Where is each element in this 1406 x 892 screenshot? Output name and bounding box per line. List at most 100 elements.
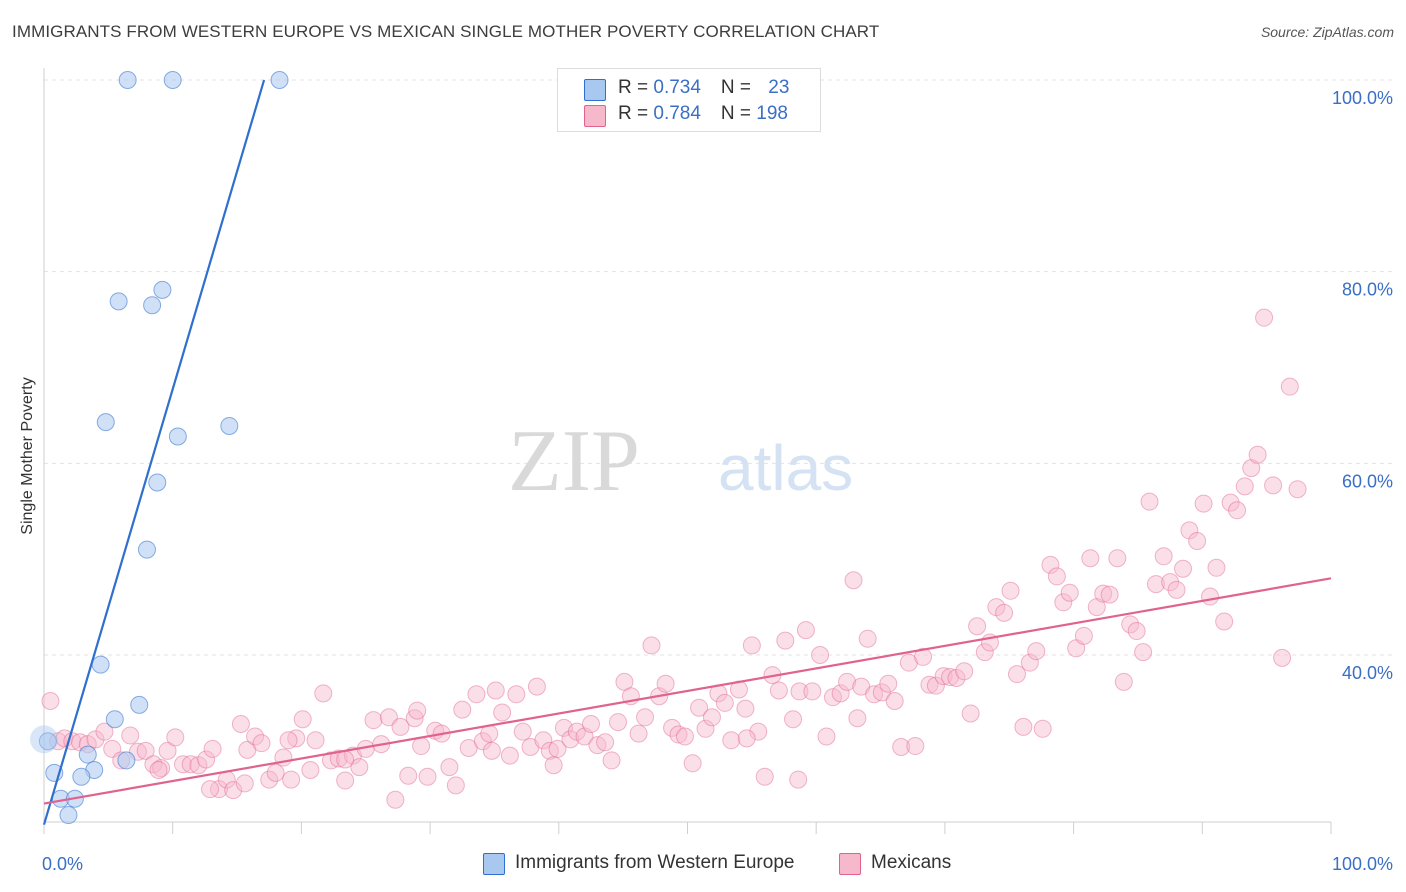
mexicans-point xyxy=(521,738,540,756)
mexicans-point xyxy=(1100,585,1119,604)
mexicans-point xyxy=(1255,308,1274,327)
mexicans-point xyxy=(1215,612,1234,631)
mexicans-point xyxy=(1127,622,1146,641)
y-tick-label: 40.0% xyxy=(1342,663,1393,683)
mexicans-point xyxy=(287,729,306,748)
mexicans-point xyxy=(796,621,815,640)
mexicans-point xyxy=(596,733,615,752)
mexicans-point xyxy=(405,709,424,728)
mexicans-point xyxy=(1228,501,1247,520)
mexicans-point xyxy=(386,790,405,809)
mexicans-point xyxy=(1264,476,1283,495)
mexicans-point xyxy=(755,767,774,786)
stats-legend: R = 0.734 N = 23 R = 0.784 N = 198 xyxy=(557,68,821,132)
mexicans-point xyxy=(934,667,953,686)
y-tick-label: 60.0% xyxy=(1342,471,1393,491)
mexicans-point xyxy=(865,685,884,704)
watermark-atlas: atlas xyxy=(718,432,853,504)
mexicans-point xyxy=(561,730,580,749)
mexicans-point xyxy=(955,662,974,681)
legend-n-value: 23 xyxy=(768,77,790,98)
mexicans-point xyxy=(906,737,925,756)
mexicans-point xyxy=(1194,494,1213,513)
mexicans-point xyxy=(811,646,830,664)
legend-swatch-blue xyxy=(483,853,505,875)
mexicans-point xyxy=(790,682,809,701)
mexicans-point xyxy=(1173,559,1192,578)
mexicans-point xyxy=(459,738,478,757)
mexicans-point xyxy=(181,755,200,774)
western-europe-point xyxy=(168,427,187,446)
mexicans-point xyxy=(329,749,348,768)
mexicans-point xyxy=(1167,580,1186,599)
mexicans-point xyxy=(306,731,325,750)
mexicans-point xyxy=(336,771,355,790)
mexicans-point xyxy=(158,741,177,760)
mexicans-point xyxy=(260,770,279,789)
mexicans-point xyxy=(246,727,265,746)
mexicans-point xyxy=(975,643,994,662)
mexicans-point xyxy=(103,739,122,758)
legend-n-label: N = xyxy=(720,77,757,98)
mexicans-point xyxy=(1108,549,1127,568)
mexicans-point xyxy=(892,738,911,756)
mexicans-point xyxy=(1087,598,1106,617)
mexicans-point xyxy=(838,672,857,691)
mexicans-point xyxy=(144,755,163,774)
legend-text: R = 0.734 N = 23 xyxy=(618,77,789,99)
mexicans-point xyxy=(995,603,1014,622)
mexicans-point xyxy=(1134,643,1153,662)
mexicans-point xyxy=(41,692,60,710)
chart-title: IMMIGRANTS FROM WESTERN EUROPE VS MEXICA… xyxy=(12,22,880,41)
western-europe-point xyxy=(148,473,167,492)
mexicans-point xyxy=(789,770,808,789)
y-tick-label: 100.0% xyxy=(1332,88,1393,108)
mexicans-point xyxy=(1067,639,1086,658)
mexicans-point xyxy=(1273,648,1292,667)
western-europe-point xyxy=(130,695,149,714)
trend-lines xyxy=(42,79,1332,825)
mexicans-point xyxy=(858,629,877,648)
mexicans-point xyxy=(656,674,675,693)
legend-swatch-pink xyxy=(839,853,861,875)
mexicans-point xyxy=(527,677,546,696)
legend-swatch-blue xyxy=(584,79,606,101)
western-europe-point xyxy=(109,292,128,311)
mexicans-point xyxy=(314,684,333,703)
mexicans-point xyxy=(588,736,607,755)
mexicans-point xyxy=(1146,575,1165,594)
mexicans-point xyxy=(1154,547,1173,566)
mexicans-point xyxy=(1280,377,1299,396)
mexicans-point xyxy=(642,636,661,655)
mexicans-point xyxy=(1027,642,1046,661)
western-europe-point xyxy=(220,416,239,435)
mexicans-point xyxy=(548,739,567,758)
mexicans-point xyxy=(95,722,114,741)
mexicans-point xyxy=(1001,581,1020,600)
mexicans-point xyxy=(197,750,216,769)
mexicans-point xyxy=(1242,459,1261,478)
mexicans-point xyxy=(235,774,254,793)
mexicans-point xyxy=(1014,717,1033,736)
mexicans-point xyxy=(926,676,945,695)
mexicans-point xyxy=(1060,583,1079,602)
mexicans-point xyxy=(823,688,842,707)
western-europe-point xyxy=(117,751,136,770)
mexicans-point xyxy=(136,741,155,760)
mexicans-point xyxy=(189,756,208,775)
gridlines xyxy=(44,79,1395,656)
mexicans-point xyxy=(1288,480,1307,499)
mexicans-point xyxy=(879,674,898,693)
mexicans-point xyxy=(1094,584,1113,603)
mexicans-point xyxy=(203,739,222,758)
mexicans-point xyxy=(399,766,418,785)
mexicans-trendline xyxy=(43,577,1332,805)
mexicans-point xyxy=(201,780,220,799)
western-europe-point xyxy=(105,710,124,729)
mexicans-point xyxy=(696,719,715,738)
mexicans-point xyxy=(238,740,257,759)
chart-source: Source: ZipAtlas.com xyxy=(1260,24,1394,40)
western-europe-point xyxy=(78,745,97,764)
mexicans-point xyxy=(343,746,362,765)
